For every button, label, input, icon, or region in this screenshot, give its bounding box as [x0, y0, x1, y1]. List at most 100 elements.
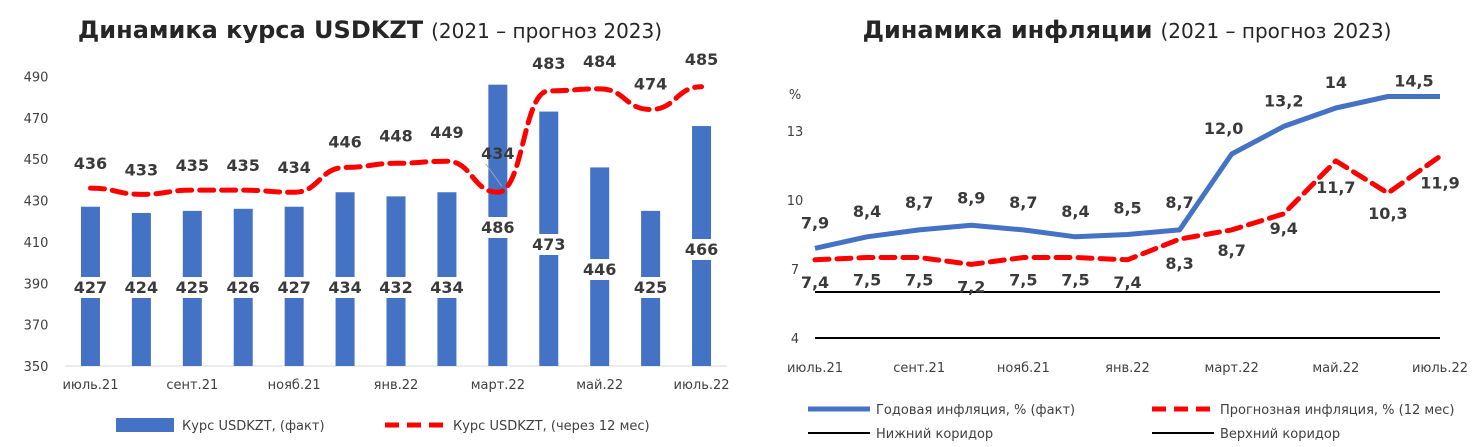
chart2-y-tick: 13 — [787, 125, 804, 140]
chart2-x-tick: янв.22 — [1105, 361, 1150, 376]
usdkzt-chart: 350 370 390 410 430 450 470 490 июль.21 сент.21 но… — [24, 16, 730, 434]
chart1-y-tick: 450 — [24, 153, 49, 168]
chart2-x-tick: июль.22 — [1412, 361, 1468, 376]
chart2-legend: Годовая инфляция, % (факт) Прогнозная инф… — [808, 403, 1454, 442]
chart2-forecast-line — [812, 153, 1443, 267]
chart1-x-tick: июль.21 — [62, 378, 118, 393]
chart1-y-tick: 390 — [24, 277, 49, 292]
chart1-y-tick: 410 — [24, 236, 49, 251]
chart2-actual-label: 8,7 — [1009, 193, 1037, 212]
chart1-legend: Курс USDKZT, (факт) Курс USDKZT, (через 1… — [116, 418, 650, 434]
chart2-lines — [812, 94, 1443, 339]
chart2-legend-upper-label: Верхний коридор — [1220, 427, 1340, 442]
chart1-bar-label: 486 — [481, 218, 514, 237]
chart2-x-tick: нояб.21 — [997, 361, 1050, 376]
chart1-title-main: Динамика курса USDKZT — [78, 16, 424, 44]
chart1-y-tick: 370 — [24, 319, 49, 334]
chart1-bar-label-bg — [578, 259, 621, 280]
chart2-title: Динамика инфляции (2021 – прогноз 2023) — [863, 16, 1392, 44]
chart1-bar-label: 432 — [379, 278, 412, 297]
chart1-line-label: 434 — [481, 144, 514, 163]
chart1-bar-label: 466 — [685, 240, 718, 259]
chart1-line-label: 484 — [583, 52, 616, 71]
chart1-line-label: 446 — [328, 132, 361, 151]
chart1-bar-label: 426 — [227, 278, 260, 297]
chart1-legend-bar-label: Курс USDKZT, (факт) — [182, 419, 325, 434]
chart2-forecast-label: 11,7 — [1316, 178, 1355, 197]
chart1-bar-label-bg — [222, 277, 265, 298]
chart1-bar-label-bg — [680, 239, 723, 260]
chart1-legend-line-label: Курс USDKZT, (через 12 мес) — [453, 419, 650, 434]
chart1-x-tick: май.22 — [576, 378, 623, 393]
chart2-x-tick: март.22 — [1205, 361, 1259, 376]
chart2-forecast-label: 7,5 — [1061, 271, 1089, 290]
chart2-legend-forecast-label: Прогнозная инфляция, % (12 мес) — [1220, 403, 1454, 418]
chart2-x-tick: май.22 — [1312, 361, 1359, 376]
chart1-subtitle: (2021 – прогноз 2023) — [431, 19, 662, 43]
chart1-line-label: 434 — [277, 158, 310, 177]
chart1-x-tick: июль.22 — [674, 378, 730, 393]
chart1-line-label: 485 — [685, 50, 718, 69]
chart2-actual-label: 14 — [1325, 73, 1347, 92]
chart1-line-label: 449 — [430, 123, 463, 142]
chart1-line-label: 436 — [74, 154, 107, 173]
chart1-line-label: 448 — [379, 126, 412, 145]
chart2-forecast-label: 8,7 — [1217, 241, 1245, 260]
chart2-x-tick: июль.21 — [787, 361, 843, 376]
chart1-line-label: 435 — [176, 156, 209, 175]
chart2-data-labels: 7,9 8,4 8,7 8,9 8,7 8,4 8,5 8,7 12,0 13,2 14 14,5 7,… — [801, 72, 1460, 297]
chart2-legend-lower-label: Нижний коридор — [876, 427, 993, 442]
chart1-legend-bar-swatch — [116, 418, 174, 432]
chart2-actual-label: 8,5 — [1113, 199, 1141, 218]
chart2-forecast-label: 7,5 — [853, 271, 881, 290]
chart2-actual-label: 7,9 — [801, 213, 829, 232]
chart1-x-tick: сент.21 — [166, 378, 218, 393]
chart1-x-tick: янв.22 — [374, 378, 419, 393]
chart2-title-main: Динамика инфляции — [863, 16, 1153, 44]
chart2-actual-label: 12,0 — [1204, 119, 1243, 138]
chart2-forecast-label: 7,5 — [1009, 271, 1037, 290]
chart2-forecast-label: 8,3 — [1165, 254, 1193, 273]
chart1-line-label: 483 — [532, 54, 565, 73]
chart1-bar-label-bg — [120, 277, 163, 298]
chart2-x-tick: сент.21 — [893, 361, 945, 376]
chart1-bar-label: 425 — [634, 278, 667, 297]
chart2-actual-label: 8,4 — [1061, 202, 1089, 221]
chart2-forecast-label: 7,5 — [905, 271, 933, 290]
chart1-y-tick: 470 — [24, 112, 49, 127]
chart1-bar-label: 446 — [583, 260, 616, 279]
chart2-forecast-label: 7,4 — [801, 273, 829, 292]
chart2-forecast-label: 7,2 — [957, 277, 985, 296]
chart2-actual-line — [814, 94, 1440, 251]
chart2-actual-label: 8,4 — [853, 202, 881, 221]
chart1-bar-label-bg — [171, 277, 214, 298]
chart1-bar-label-bg — [476, 217, 519, 238]
chart2-y-tick: 10 — [787, 194, 804, 209]
chart2-y-tick: 4 — [791, 332, 799, 347]
chart1-forecast-line — [87, 84, 705, 197]
chart1-y-tick: 430 — [24, 195, 49, 210]
chart2-actual-label: 8,7 — [1165, 193, 1193, 212]
chart1-data-labels: 427 424 425 426 427 434 432 434 486 473 446 425 466 4… — [69, 50, 723, 298]
chart1-bar-label: 424 — [125, 278, 158, 297]
chart1-bar-label: 427 — [277, 278, 310, 297]
chart1-bar-label-bg — [527, 234, 570, 255]
chart1-line-label: 433 — [125, 160, 158, 179]
chart1-x-tick: нояб.21 — [268, 378, 321, 393]
chart2-actual-label: 13,2 — [1264, 91, 1303, 110]
chart1-axes: 350 370 390 410 430 450 470 490 июль.21 сент.21 но… — [24, 70, 730, 393]
chart1-bar-label-bg — [375, 277, 417, 298]
chart1-title: Динамика курса USDKZT (2021 – прогноз 202… — [78, 16, 662, 44]
chart2-y-unit: % — [789, 88, 801, 103]
chart2-actual-label: 14,5 — [1394, 72, 1433, 91]
chart1-x-tick: март.22 — [471, 378, 525, 393]
chart1-y-tick: 350 — [24, 360, 49, 375]
chart2-forecast-label: 7,4 — [1113, 273, 1141, 292]
chart1-bar-label: 434 — [430, 278, 463, 297]
chart1-bar-label-bg — [69, 277, 112, 298]
chart2-actual-label: 8,9 — [957, 188, 985, 207]
chart1-bar-label: 425 — [176, 278, 209, 297]
chart2-forecast-label: 10,3 — [1368, 204, 1407, 223]
chart1-bar-label-bg — [425, 277, 468, 298]
